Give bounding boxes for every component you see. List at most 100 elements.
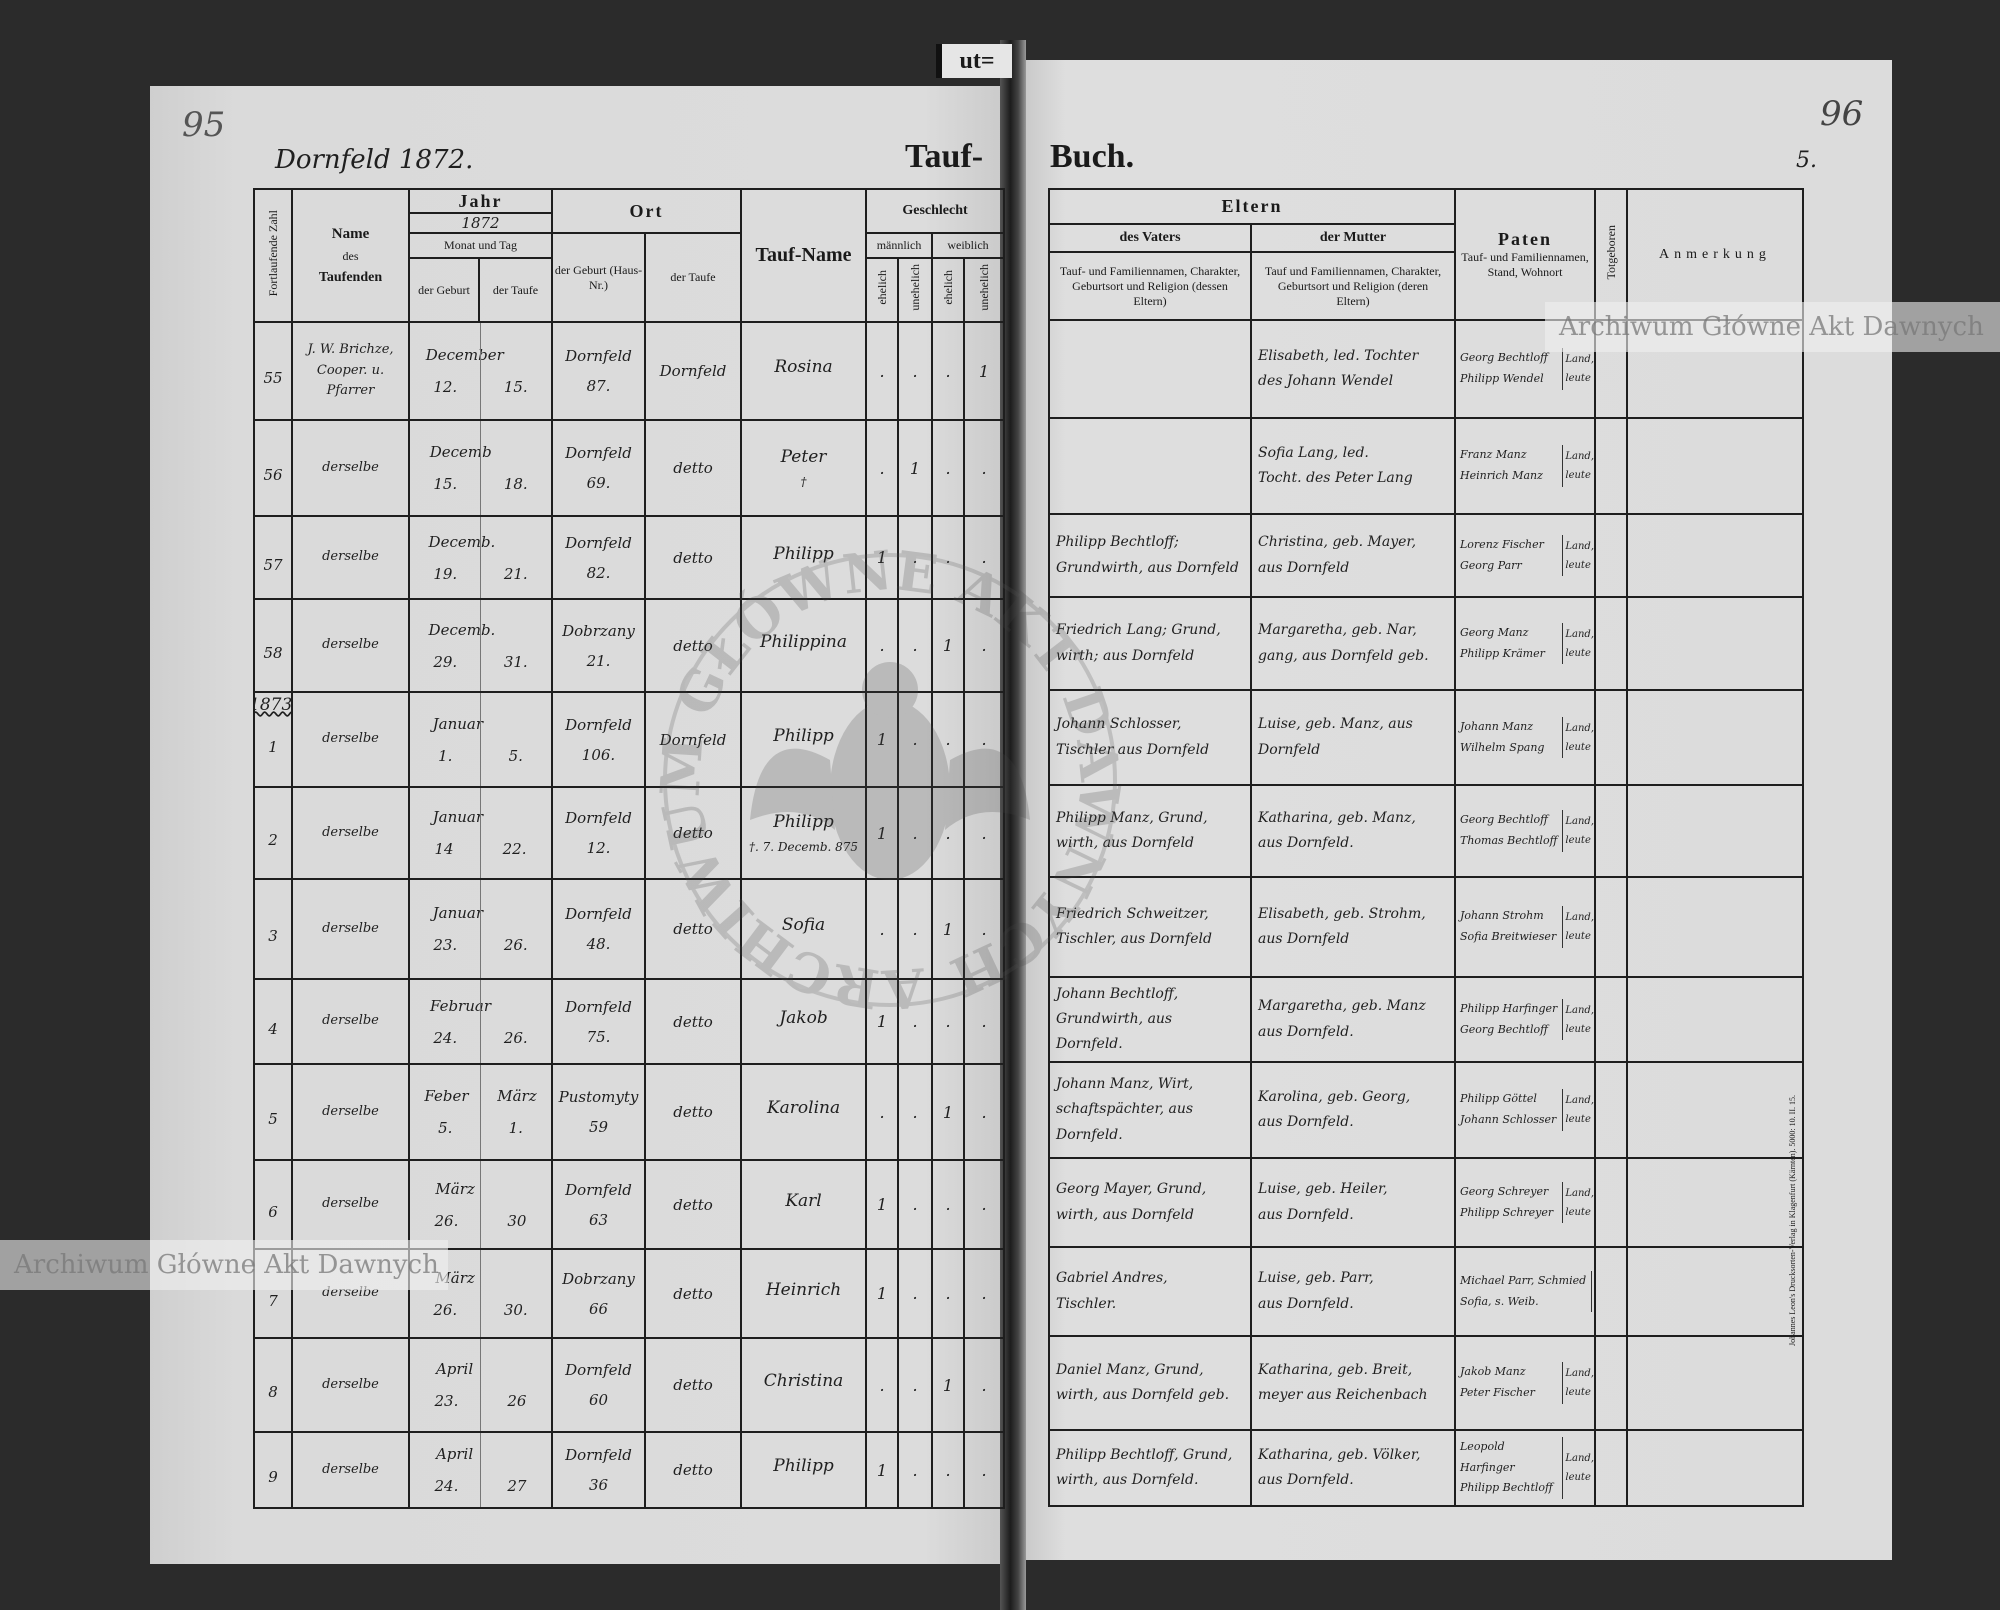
month: Februar [429,996,491,1015]
godparent-status: Land, leute [1565,451,1594,481]
house-number: 59 [588,1118,609,1136]
father-cell: Philipp Bechtloff, Grund, wirth, aus Dor… [1048,1429,1252,1507]
sex-mark-cell: . [963,1063,1006,1161]
house-number: 106. [581,745,616,764]
header-parents: Eltern [1048,188,1456,225]
sex-mark-cell: . [963,786,1006,880]
header-month-day: Monat und Tag [408,232,553,259]
table-row: 9 derselbe April 24. 27 Dornfeld 36 detto Philip… [253,1431,1006,1509]
baptizer-cell: derselbe [291,878,410,980]
godparents: Lorenz Fischer Georg Parr [1460,534,1564,577]
sex-mark-cell: . [931,1248,966,1339]
header-female-illegit: unehelich [963,257,1006,323]
birth-day: 12. [433,378,458,396]
godparents: Johann Strohm Sofia Breitwieser [1460,906,1564,948]
date-divider [480,324,481,418]
house-number: 60 [588,1391,609,1409]
title-right: Buch. [1050,138,1135,175]
month: Januar [432,904,484,922]
tauf-name-cell: Karolina [740,1063,868,1161]
sex-mark-cell: . [897,1063,934,1161]
birth-day: 23. [433,936,458,954]
header-year: Jahr [408,188,553,214]
father-cell: Johann Schlosser, Tischler aus Dornfeld [1048,689,1252,786]
entry-number: 9 [268,1468,278,1486]
tauf-name-cell: Christina [740,1337,868,1433]
month-row: Januar [411,808,550,826]
stillborn-cell [1594,1429,1628,1507]
entry-year-note: 1873. [256,695,292,715]
godparents-wrap: Michael Parr, Schmied Sofia, s. Weib. [1460,1270,1593,1313]
remarks-cell [1626,976,1804,1063]
month-row: April [411,1445,550,1463]
baptism-place: detto [643,598,743,693]
godparents: Georg Schreyer Philipp Schreyer [1460,1181,1564,1224]
table-row: 6 derselbe März 26. 30 Dornfeld 63 detto Karl 1..… [253,1159,1006,1250]
date-cell: Feber März 5. 1. [408,1063,553,1161]
sex-mark-cell: . [931,1159,966,1250]
sex-mark-cell: 1 [865,1431,900,1509]
date-divider [480,1340,481,1430]
godparents: Leopold Harfinger Philipp Bechtloff [1460,1436,1564,1500]
sex-mark-cell: 1 [865,515,900,600]
book-spine [1000,40,1026,1610]
birth-day: 5. [438,1119,453,1137]
godparents-wrap: Lorenz Fischer Georg Parr Land, leute [1460,534,1594,577]
day-row: 19. 21. [411,565,550,583]
birth-place-cell: Dobrzany 21. [551,598,646,693]
month-row: März [411,1180,550,1198]
father-cell [1048,417,1252,515]
godparents-wrap: Franz Manz Heinrich Manz Land, leute [1460,445,1594,487]
header-name: Name des Taufenden [291,188,410,323]
godparents: Philipp Göttel Johann Schlosser [1460,1089,1564,1131]
birth-place: Dornfeld [565,1446,632,1464]
entry-number-cell: 2 [253,786,293,880]
entry-number-cell: 3 [253,878,293,980]
baptism-place: Dornfeld [643,321,743,421]
header-birth-date: der Geburt [408,257,480,323]
godparents: Georg Bechtloff Philipp Wendel [1460,348,1564,390]
tauf-name-cell: Heinrich [740,1248,868,1339]
day-row: 23. 26 [411,1392,550,1410]
sex-mark-cell: . [897,598,934,693]
month-row: Decemb [411,443,550,461]
entry-number: 3 [268,927,278,945]
table-row: 58 derselbe Decemb. 29. 31. Dobrzany 21. detto P… [253,598,1006,693]
date-divider [480,981,481,1062]
month-row: December [411,346,550,364]
day-row: 5. 1. [411,1119,550,1137]
month: Decemb. [428,532,496,551]
sex-mark-cell: . [897,321,934,421]
godparents-wrap: Johann Manz Wilhelm Spang Land, leute [1460,716,1593,759]
header-father-desc: Tauf- und Familiennamen, Charakter, Gebu… [1048,251,1252,321]
father-cell: Friedrich Lang; Grund, wirth; aus Dornfe… [1048,596,1252,691]
birth-place: Dornfeld [565,997,632,1016]
godparents: Georg Bechtloff Thomas Bechtloff [1460,810,1564,852]
tauf-name-cell: Philipp [740,515,868,600]
house-number: 75. [586,1027,611,1046]
birth-place: Dornfeld [565,809,632,827]
entry-number-cell: 9 [253,1431,293,1509]
godparents: Franz Manz Heinrich Manz [1460,445,1564,487]
printer-imprint: Johannes Leon's Drucksorten-Verlag in Kl… [1788,1095,1797,1346]
watermark-right: Archiwum Główne Akt Dawnych [1545,302,2000,352]
entry-number-cell: 58 [253,598,293,693]
birth-day: 1. [438,746,453,765]
tauf-name: Jakob [779,1007,828,1028]
tauf-name: Heinrich [765,1279,842,1300]
date-cell: Januar 23. 26. [408,878,553,980]
day-row: 14 22. [411,840,550,858]
sex-mark-cell: 1 [931,1063,966,1161]
baptizer-cell: derselbe [291,1063,410,1161]
sex-mark-cell: 1 [865,978,900,1065]
baptism-day: 15. [503,378,528,396]
sex-mark-cell: . [897,1431,934,1509]
mother-cell: Elisabeth, led. Tochter des Johann Wende… [1250,319,1456,419]
table-row: 8 derselbe April 23. 26 Dornfeld 60 detto Christ… [253,1337,1006,1433]
godparent-status: Land, leute [1565,540,1594,571]
header-male-illegit: unehelich [897,257,934,323]
tauf-name-cell: Philipp [740,1431,868,1509]
baptism-day: 22. [502,840,527,858]
date-divider [480,1434,481,1506]
date-divider [480,601,481,690]
